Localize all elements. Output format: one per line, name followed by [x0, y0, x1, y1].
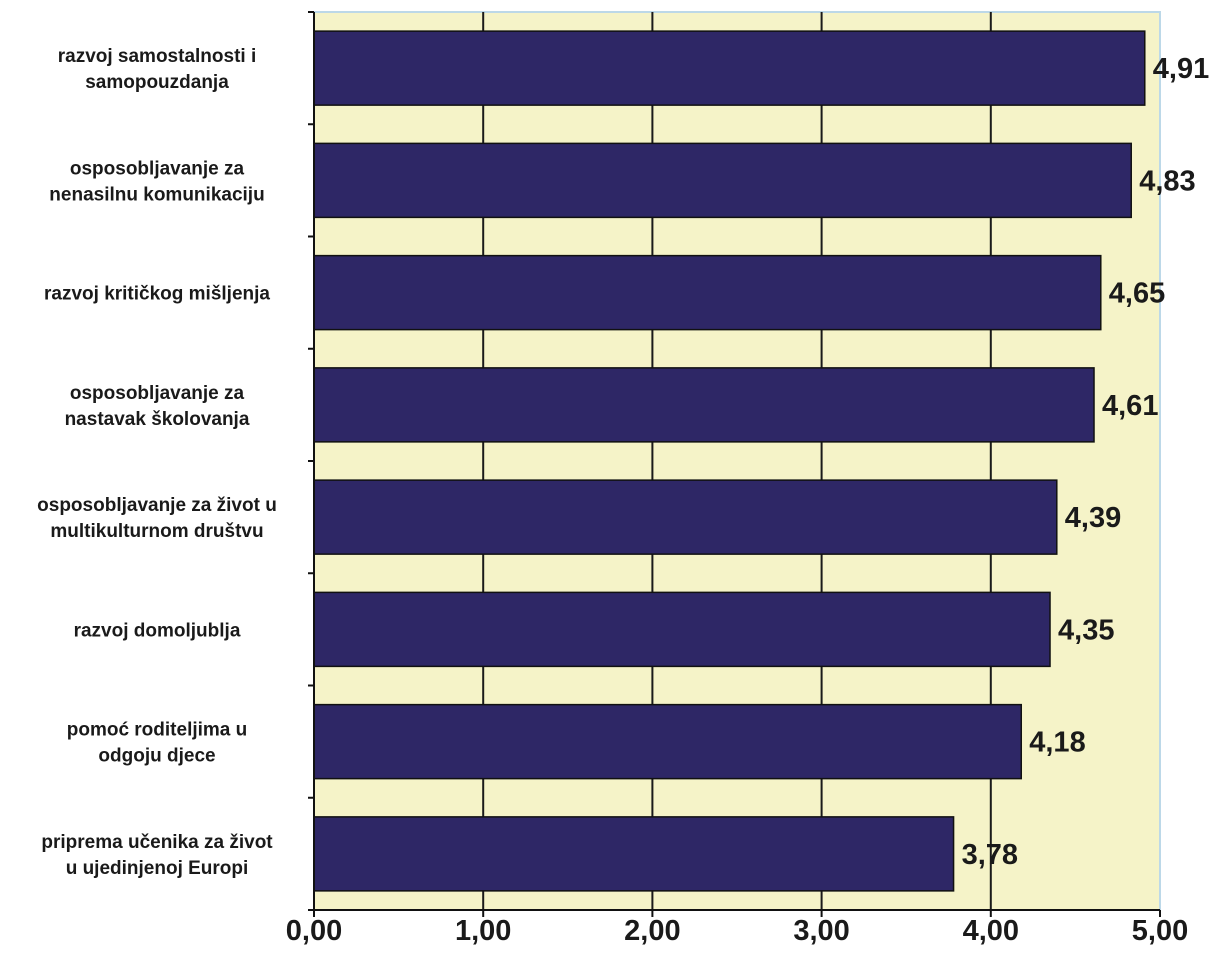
x-tick-label: 0,00 — [286, 915, 342, 947]
value-label: 4,83 — [1139, 165, 1195, 197]
category-label-line: priprema učenika za život — [41, 832, 273, 853]
category-label-line: razvoj kritičkog mišljenja — [44, 284, 270, 305]
bar — [313, 703, 1023, 780]
category-label-line: razvoj domoljublja — [74, 620, 241, 641]
category-label-line: razvoj samostalnosti i — [58, 46, 257, 67]
category-label-line: u ujedinjenoj Europi — [66, 858, 249, 879]
value-label: 4,65 — [1109, 278, 1165, 310]
category-label-line: odgoju djece — [98, 746, 215, 767]
category-label: osposobljavanje za nenasilnu komunikaciju — [49, 158, 264, 205]
x-tick-label: 2,00 — [624, 915, 680, 947]
value-label: 4,18 — [1029, 727, 1085, 759]
x-tick-label: 5,00 — [1132, 915, 1188, 947]
bar — [313, 816, 955, 892]
bar — [313, 142, 1132, 219]
category-label-line: nastavak školovanja — [65, 409, 250, 430]
category-label: osposobljavanje za nastavak školovanja — [65, 383, 250, 430]
category-label: razvoj samostalnosti i samopouzdanja — [58, 46, 257, 93]
value-label: 4,91 — [1153, 53, 1209, 85]
bar — [313, 254, 1102, 331]
bar — [313, 367, 1095, 443]
value-labels: 4,91 4,83 4,65 4,61 4,39 4,35 4,18 3,78 — [962, 53, 1210, 871]
bars — [313, 30, 1146, 892]
category-labels: razvoj samostalnosti i samopouzdanja ospos… — [37, 46, 277, 879]
axes — [308, 11, 1161, 917]
category-label-line: samopouzdanja — [85, 72, 229, 93]
category-label: pomoć roditeljima u odgoju djece — [67, 720, 248, 767]
x-tick-label: 3,00 — [793, 915, 849, 947]
x-tick-label: 4,00 — [963, 915, 1019, 947]
category-label: osposobljavanje za život u multikulturnom… — [37, 495, 277, 542]
x-tick-label: 1,00 — [455, 915, 511, 947]
value-label: 4,35 — [1058, 614, 1114, 646]
bar — [313, 591, 1051, 668]
category-label-line: osposobljavanje za — [70, 383, 245, 404]
value-label: 4,61 — [1102, 390, 1158, 422]
category-label-line: multikulturnom društvu — [50, 521, 263, 542]
category-label: razvoj domoljublja — [74, 620, 241, 641]
category-label-line: osposobljavanje za život u — [37, 495, 277, 516]
value-label: 3,78 — [962, 839, 1018, 871]
bar — [313, 30, 1146, 106]
bar — [313, 479, 1058, 555]
category-label-line: osposobljavanje za — [70, 158, 245, 179]
category-label-line: nenasilnu komunikaciju — [49, 184, 264, 205]
category-label: priprema učenika za život u ujedinjenoj E… — [41, 832, 273, 879]
category-label-line: pomoć roditeljima u — [67, 720, 248, 741]
x-tick-labels: 0,00 1,00 2,00 3,00 4,00 5,00 — [286, 915, 1188, 947]
category-label: razvoj kritičkog mišljenja — [44, 284, 270, 305]
value-label: 4,39 — [1065, 502, 1121, 534]
